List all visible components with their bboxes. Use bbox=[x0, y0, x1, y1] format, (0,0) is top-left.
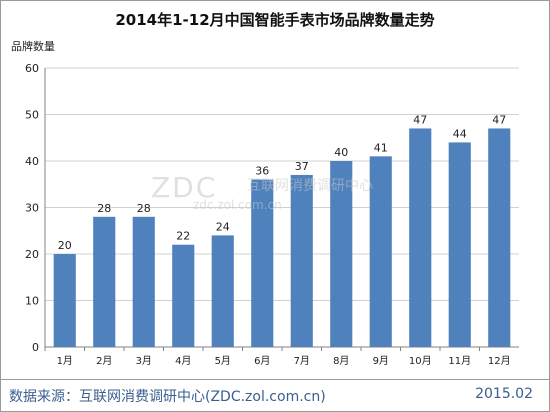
bar bbox=[132, 216, 155, 347]
y-tick-label: 50 bbox=[25, 109, 39, 122]
y-tick-label: 20 bbox=[25, 248, 39, 261]
bar bbox=[369, 156, 392, 347]
x-tick-label: 10月 bbox=[409, 355, 432, 367]
chart-title: 2014年1-12月中国智能手表市场品牌数量走势 bbox=[115, 11, 435, 29]
bar bbox=[211, 235, 234, 347]
y-tick-label: 0 bbox=[32, 341, 39, 354]
bar bbox=[53, 254, 76, 347]
x-tick-label: 6月 bbox=[254, 355, 270, 367]
bar bbox=[488, 128, 511, 347]
bar bbox=[93, 216, 116, 347]
footer: 数据来源：互联网消费调研中心(ZDC.zol.com.cn) 2015.02 bbox=[1, 379, 549, 412]
x-tick-label: 5月 bbox=[215, 355, 231, 367]
data-label: 22 bbox=[176, 230, 190, 243]
bar bbox=[330, 161, 353, 347]
bar bbox=[448, 142, 471, 347]
bar-chart: 0 10 20 30 40 50 60 20 1月 28 2月 28 3月 22 4月 24 5月 36 6月 37 7… bbox=[25, 62, 519, 367]
data-label: 20 bbox=[58, 239, 72, 252]
y-tick-label: 30 bbox=[25, 202, 39, 215]
x-tick-label: 1月 bbox=[57, 355, 73, 367]
data-label: 44 bbox=[453, 127, 467, 140]
data-label: 36 bbox=[255, 165, 269, 178]
y-axis-label: 品牌数量 bbox=[11, 40, 55, 53]
data-label: 28 bbox=[137, 202, 151, 215]
x-tick-label: 8月 bbox=[333, 355, 349, 367]
bar bbox=[251, 179, 274, 347]
data-label: 40 bbox=[334, 146, 348, 159]
x-tick-label: 12月 bbox=[488, 355, 511, 367]
data-label: 37 bbox=[295, 160, 309, 173]
x-tick-label: 7月 bbox=[294, 355, 310, 367]
bar bbox=[290, 174, 313, 347]
data-label: 47 bbox=[413, 113, 427, 126]
x-tick-label: 9月 bbox=[373, 355, 389, 367]
y-tick-label: 60 bbox=[25, 62, 39, 75]
x-tick-label: 11月 bbox=[448, 355, 471, 367]
data-label: 47 bbox=[492, 113, 506, 126]
data-label: 28 bbox=[97, 202, 111, 215]
y-tick-label: 10 bbox=[25, 295, 39, 308]
x-tick-label: 2月 bbox=[96, 355, 112, 367]
x-tick-label: 3月 bbox=[136, 355, 152, 367]
data-source-note: 数据来源：互联网消费调研中心(ZDC.zol.com.cn) bbox=[9, 389, 326, 405]
data-label: 41 bbox=[374, 141, 388, 154]
bar bbox=[409, 128, 432, 347]
x-tick-label: 4月 bbox=[175, 355, 191, 367]
publish-date: 2015.02 bbox=[475, 386, 533, 402]
y-tick-label: 40 bbox=[25, 155, 39, 168]
bar bbox=[172, 244, 195, 347]
data-label: 24 bbox=[216, 220, 230, 233]
